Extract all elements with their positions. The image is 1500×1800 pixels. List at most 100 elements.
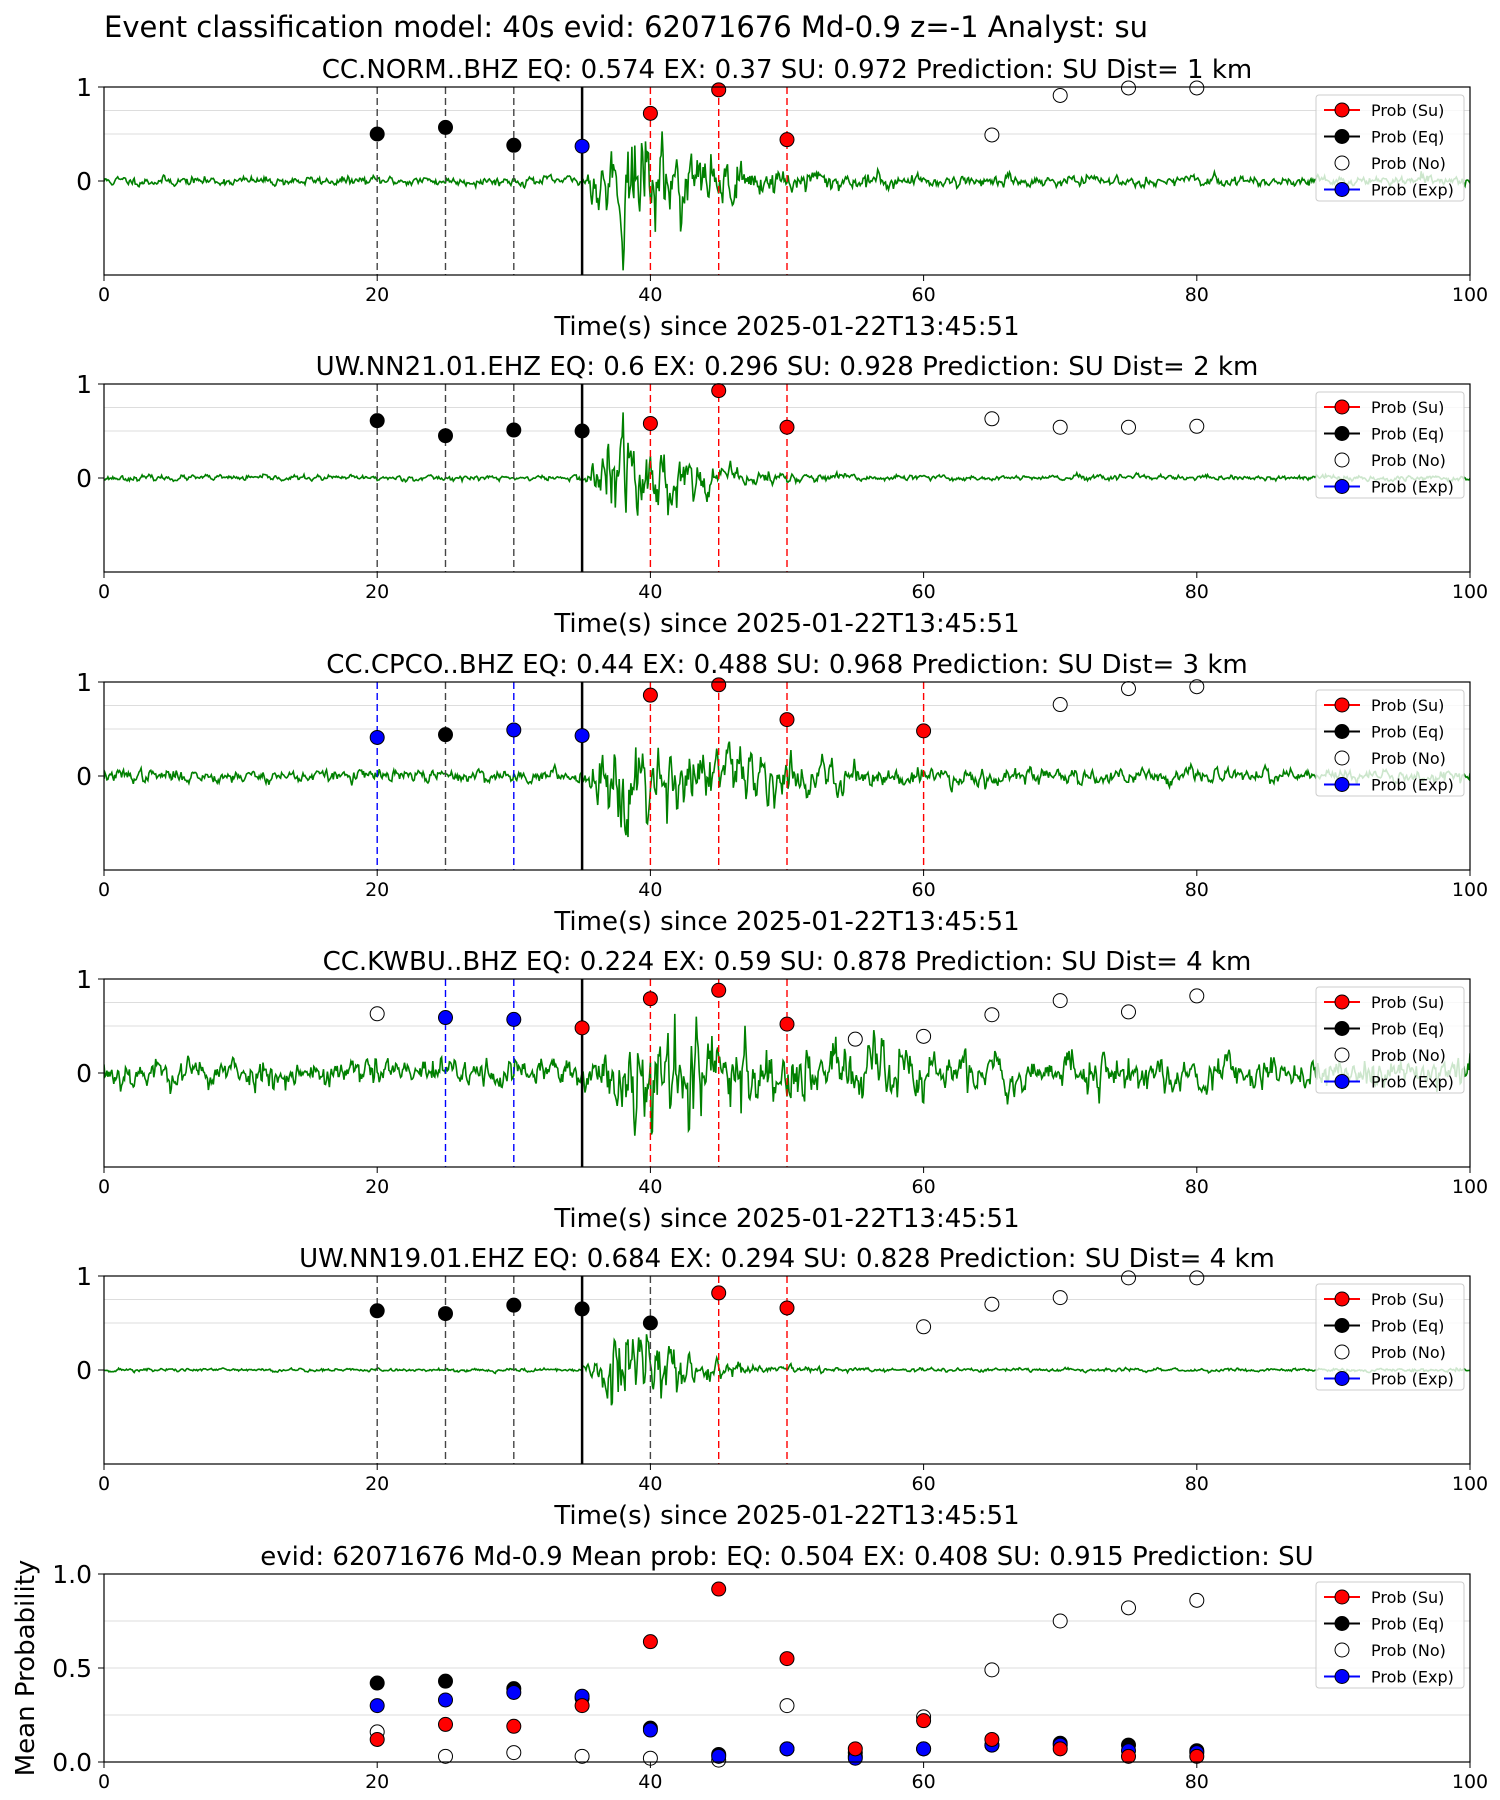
x-tick-label: 80 xyxy=(1185,879,1209,901)
legend-box xyxy=(1315,94,1465,202)
waveform-trace xyxy=(104,412,1470,516)
panel-title: evid: 62071676 Md-0.9 Mean prob: EQ: 0.5… xyxy=(260,1542,1313,1572)
prob-point-no xyxy=(1052,697,1068,713)
panel-3: CC.CPCO..BHZ EQ: 0.44 EX: 0.488 SU: 0.96… xyxy=(76,650,1488,937)
panel-title: CC.KWBU..BHZ EQ: 0.224 EX: 0.59 SU: 0.87… xyxy=(323,947,1252,977)
x-tick-label: 80 xyxy=(1185,581,1209,603)
legend-marker-eq xyxy=(1334,1616,1350,1631)
mean-prob-point-exp xyxy=(506,1684,522,1700)
y-tick-label: 0.5 xyxy=(52,1654,92,1683)
legend-marker-exp xyxy=(1334,1371,1350,1386)
legend-label-eq: Prob (Eq) xyxy=(1371,128,1444,147)
prob-point-no xyxy=(984,127,1000,143)
waveform-trace xyxy=(104,131,1470,271)
y-axis-label: Mean Probability xyxy=(11,1560,41,1777)
prob-point-su xyxy=(711,982,727,998)
prob-point-eq xyxy=(438,727,453,743)
y-tick-label: 1 xyxy=(76,370,92,399)
mean-prob-point-no xyxy=(779,1698,795,1714)
prob-point-no xyxy=(847,1031,863,1047)
plot-area xyxy=(104,1276,1470,1464)
legend-marker-exp xyxy=(1334,182,1350,197)
legend-marker-su xyxy=(1334,102,1350,118)
prob-point-eq xyxy=(506,137,522,153)
x-tick-label: 20 xyxy=(365,581,389,603)
prob-point-no xyxy=(984,1007,1000,1023)
x-tick-label: 20 xyxy=(365,1771,389,1793)
mean-prob-point-su xyxy=(574,1698,590,1714)
mean-prob-point-exp xyxy=(779,1741,795,1757)
prob-point-eq xyxy=(438,119,453,135)
prob-point-no xyxy=(984,411,1000,427)
x-axis-label: Time(s) since 2025-01-22T13:45:51 xyxy=(553,1501,1019,1531)
legend-label-exp: Prob (Exp) xyxy=(1371,776,1454,795)
legend-label-exp: Prob (Exp) xyxy=(1371,1073,1454,1092)
panel-title: CC.CPCO..BHZ EQ: 0.44 EX: 0.488 SU: 0.96… xyxy=(326,650,1247,680)
mean-prob-point-no xyxy=(506,1745,522,1761)
x-tick-label: 60 xyxy=(912,879,936,901)
y-tick-label: 0 xyxy=(76,167,92,196)
legend-label-eq: Prob (Eq) xyxy=(1371,425,1444,444)
x-tick-label: 80 xyxy=(1185,1176,1209,1198)
prob-point-no xyxy=(1189,1270,1205,1286)
mean-prob-point-su xyxy=(1121,1748,1136,1764)
prob-point-no xyxy=(916,1028,932,1044)
legend-marker-su xyxy=(1334,399,1350,415)
prob-point-exp xyxy=(574,728,590,744)
prob-point-no xyxy=(984,1296,1000,1312)
x-tick-label: 20 xyxy=(365,879,389,901)
waveform-trace xyxy=(104,1013,1470,1136)
prob-point-su xyxy=(916,723,932,739)
legend-marker-no xyxy=(1334,1642,1350,1658)
prob-point-su xyxy=(779,1016,795,1032)
x-tick-label: 100 xyxy=(1452,1771,1488,1793)
mean-prob-point-su xyxy=(1052,1741,1068,1757)
legend-marker-no xyxy=(1334,1047,1350,1063)
panel-2: UW.NN21.01.EHZ EQ: 0.6 EX: 0.296 SU: 0.9… xyxy=(76,352,1488,639)
legend-label-su: Prob (Su) xyxy=(1371,1588,1444,1607)
prob-point-eq xyxy=(369,413,385,429)
legend-marker-no xyxy=(1334,1344,1350,1360)
x-tick-label: 0 xyxy=(98,1771,110,1793)
y-tick-label: 0.0 xyxy=(52,1748,92,1777)
x-tick-label: 0 xyxy=(98,284,110,306)
legend-label-eq: Prob (Eq) xyxy=(1371,1615,1444,1634)
prob-point-exp xyxy=(506,722,522,738)
prob-point-su xyxy=(642,687,658,703)
prob-point-no xyxy=(1121,681,1136,697)
prob-point-exp xyxy=(369,729,385,745)
prob-point-no xyxy=(1052,1290,1068,1306)
plot-area xyxy=(104,87,1470,275)
x-tick-label: 20 xyxy=(365,1176,389,1198)
mean-prob-point-su xyxy=(438,1716,453,1732)
mean-prob-point-eq xyxy=(438,1673,453,1689)
prob-point-su xyxy=(711,1285,727,1301)
x-axis-label: Time(s) since 2025-01-22T13:45:51 xyxy=(553,1204,1019,1234)
legend-marker-eq xyxy=(1334,724,1350,739)
x-axis-label: Time(s) since 2025-01-22T13:45:51 xyxy=(553,609,1019,639)
legend-label-exp: Prob (Exp) xyxy=(1371,1370,1454,1389)
prob-point-exp xyxy=(506,1011,522,1027)
panel-title: UW.NN19.01.EHZ EQ: 0.684 EX: 0.294 SU: 0… xyxy=(299,1244,1275,1274)
prob-point-su xyxy=(779,712,795,728)
mean-prob-point-su xyxy=(642,1634,658,1650)
prob-point-no xyxy=(1121,1004,1136,1020)
prob-point-eq xyxy=(506,422,522,438)
prob-point-su xyxy=(779,1300,795,1316)
mean-prob-point-no xyxy=(574,1748,590,1764)
legend-marker-no xyxy=(1334,452,1350,468)
mean-prob-point-no xyxy=(1189,1592,1205,1608)
legend-marker-exp xyxy=(1334,1074,1350,1089)
y-tick-label: 1 xyxy=(76,1262,92,1291)
x-tick-label: 60 xyxy=(912,1176,936,1198)
legend-label-su: Prob (Su) xyxy=(1371,398,1444,417)
panel-title: UW.NN21.01.EHZ EQ: 0.6 EX: 0.296 SU: 0.9… xyxy=(316,352,1259,382)
y-tick-label: 0 xyxy=(76,762,92,791)
legend-label-exp: Prob (Exp) xyxy=(1371,1668,1454,1687)
panel-1: CC.NORM..BHZ EQ: 0.574 EX: 0.37 SU: 0.97… xyxy=(76,55,1488,342)
mean-prob-point-no xyxy=(1121,1600,1136,1616)
mean-prob-point-exp xyxy=(642,1722,658,1738)
mean-prob-point-su xyxy=(847,1741,863,1757)
legend-box xyxy=(1315,986,1465,1094)
legend-marker-su xyxy=(1334,697,1350,713)
